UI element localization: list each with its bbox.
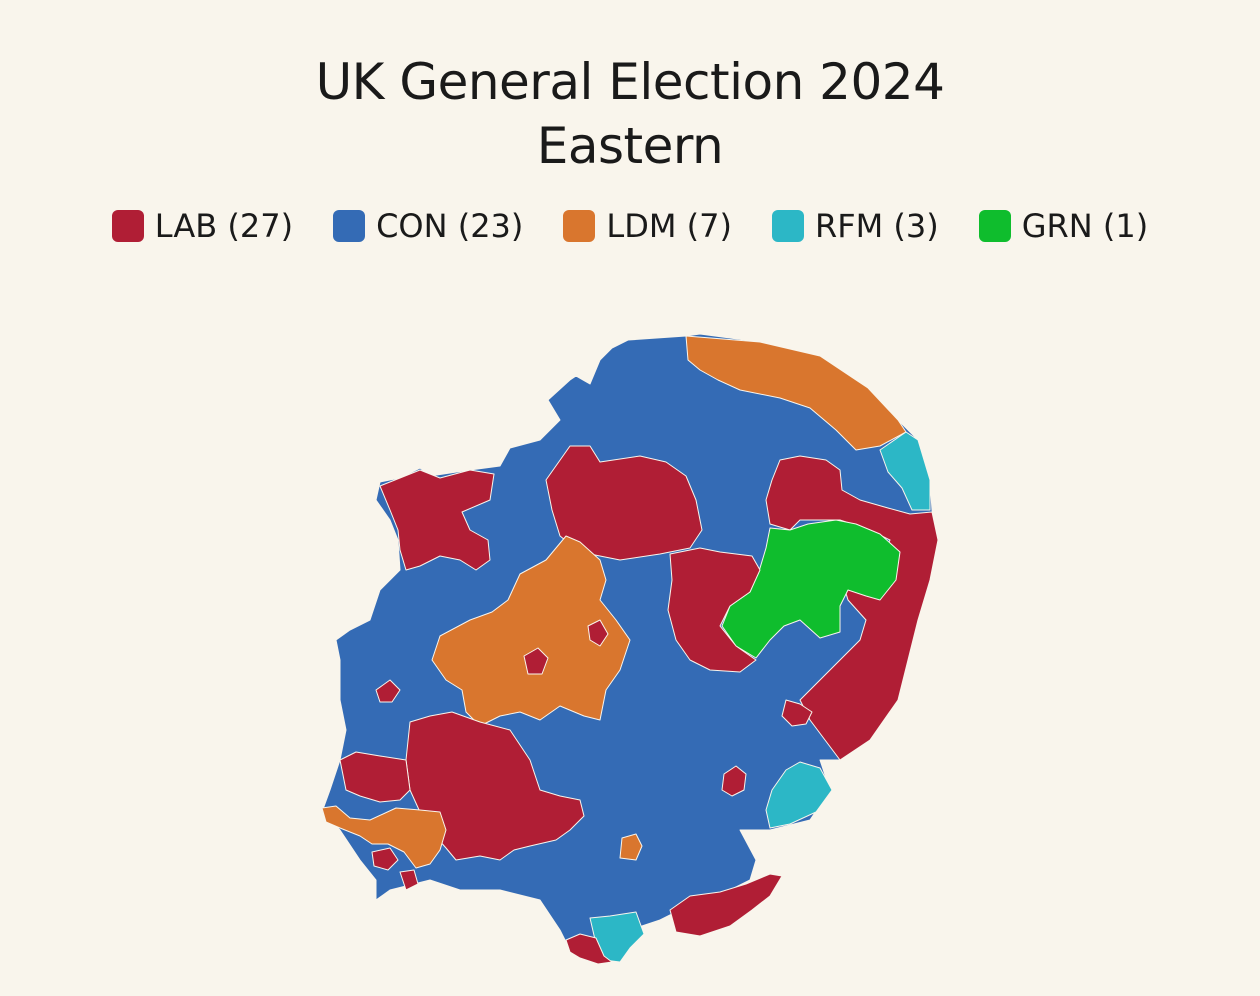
legend-label-grn: GRN (1) bbox=[1021, 207, 1149, 245]
legend-swatch-con bbox=[333, 210, 366, 242]
constituency-norwich[interactable] bbox=[765, 455, 939, 761]
legend: LAB (27) CON (23) LDM (7) RFM (3) GRN (1… bbox=[0, 204, 1260, 248]
legend-item-lab: LAB (27) bbox=[111, 204, 294, 248]
constituency-ipswich[interactable] bbox=[781, 699, 813, 727]
legend-item-ldm: LDM (7) bbox=[563, 204, 732, 248]
constituency-harlow[interactable] bbox=[565, 933, 613, 965]
constituency-clacton[interactable] bbox=[765, 761, 833, 829]
legend-label-lab: LAB (27) bbox=[154, 207, 294, 245]
legend-swatch-ldm bbox=[563, 210, 596, 242]
title-line-1: UK General Election 2024 bbox=[315, 53, 945, 111]
constituency-hertsmere[interactable] bbox=[399, 869, 419, 891]
legend-item-grn: GRN (1) bbox=[978, 204, 1149, 248]
legend-swatch-lab bbox=[111, 210, 144, 242]
constituency-st-albans[interactable] bbox=[321, 805, 447, 869]
map-title: UK General Election 2024 Eastern bbox=[0, 50, 1260, 178]
legend-label-ldm: LDM (7) bbox=[606, 207, 732, 245]
constituency-peterborough[interactable] bbox=[379, 469, 495, 571]
legend-item-rfm: RFM (3) bbox=[771, 204, 939, 248]
constituency-stevenage[interactable] bbox=[375, 679, 401, 703]
constituency-cambridge[interactable] bbox=[523, 647, 549, 675]
constituency-south-west-norfolk[interactable] bbox=[545, 445, 703, 561]
constituency-chelmsford[interactable] bbox=[619, 833, 643, 861]
title-line-2: Eastern bbox=[536, 117, 724, 175]
constituency-hemel[interactable] bbox=[371, 847, 399, 871]
constituency-colchester[interactable] bbox=[721, 765, 747, 797]
legend-label-con: CON (23) bbox=[376, 207, 524, 245]
legend-swatch-rfm bbox=[771, 210, 804, 242]
legend-item-con: CON (23) bbox=[333, 204, 523, 248]
legend-swatch-grn bbox=[978, 210, 1011, 242]
constituency-cambridgeshire-ldm[interactable] bbox=[431, 535, 631, 727]
constituency-great-yarmouth[interactable] bbox=[879, 431, 931, 511]
constituency-thurrock[interactable] bbox=[669, 873, 783, 937]
constituency-watford[interactable] bbox=[339, 751, 411, 803]
constituency-north-norfolk[interactable] bbox=[685, 335, 907, 451]
constituency-bury-st-edmunds[interactable] bbox=[667, 547, 761, 673]
legend-label-rfm: RFM (3) bbox=[814, 207, 939, 245]
constituency-cambs-small-lab[interactable] bbox=[587, 619, 609, 647]
